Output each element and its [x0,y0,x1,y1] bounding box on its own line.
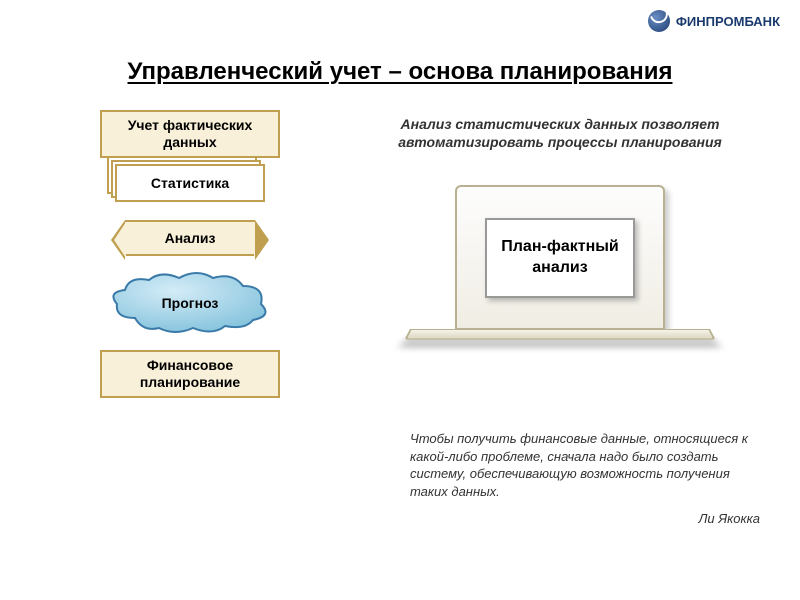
flow-column: Учет фактических данных Статистика Анали… [90,110,290,398]
flow-node-statistics-label: Статистика [115,164,265,202]
brand-name: ФИНПРОМБАНК [676,14,780,29]
flow-node-forecast: Прогноз [115,278,265,328]
laptop-graphic: План-фактный анализ [410,185,710,385]
laptop-screen: План-фактный анализ [455,185,665,330]
flow-node-statistics: Статистика [115,164,265,202]
quote-author: Ли Якокка [410,510,760,528]
flow-node-analysis: Анализ [125,220,255,256]
laptop-base [404,329,715,340]
quote-block: Чтобы получить финансовые данные, относя… [410,430,760,528]
brand-logo: ФИНПРОМБАНК [648,10,780,32]
laptop-screen-label: План-фактный анализ [485,218,635,298]
page-title: Управленческий учет – основа планировани… [0,58,800,86]
flow-node-forecast-label: Прогноз [162,295,219,311]
page-subtitle: Анализ статистических данных позволяет а… [350,115,770,151]
quote-text: Чтобы получить финансовые данные, относя… [410,430,760,500]
flow-node-analysis-label: Анализ [165,230,216,246]
flow-node-planning: Финансовое планирование [100,350,280,398]
flow-node-data-accounting: Учет фактических данных [100,110,280,158]
brand-logo-icon [648,10,670,32]
